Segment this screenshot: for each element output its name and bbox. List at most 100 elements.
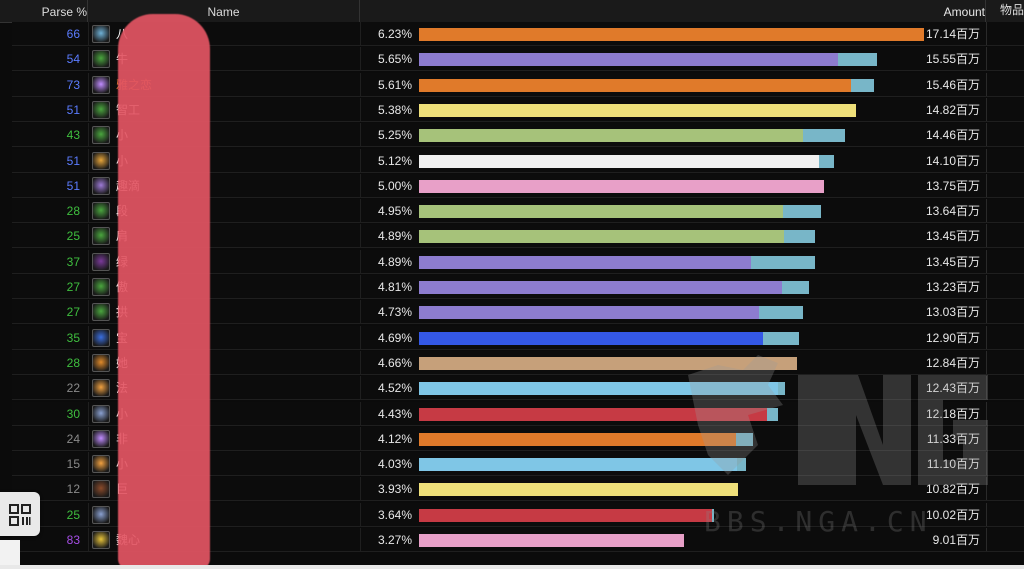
damage-bar-extra: [759, 306, 803, 320]
damage-amount: 14.82百万: [925, 102, 980, 117]
nature-icon: [92, 100, 110, 119]
column-divider: [986, 275, 987, 298]
damage-percent: 5.12%: [377, 153, 412, 168]
damage-percent: 5.00%: [377, 178, 412, 193]
parse-percent: 66: [66, 27, 80, 41]
damage-percent: 4.89%: [377, 254, 412, 269]
column-divider: [986, 97, 987, 121]
parse-percent: 51: [66, 102, 80, 117]
parse-percent: 27: [66, 305, 80, 320]
damage-bar-extra: [819, 154, 834, 168]
damage-bar-extra: [736, 432, 753, 446]
damage-bar: [419, 53, 838, 67]
parse-percent: 27: [66, 280, 80, 294]
column-divider: [986, 47, 987, 71]
nature-icon: [92, 126, 110, 145]
damage-bar-extra: [751, 255, 815, 269]
column-divider: [986, 173, 987, 197]
parse-percent: 25: [66, 507, 80, 522]
nature-icon: [92, 202, 110, 221]
column-divider: [88, 376, 89, 400]
damage-amount: 12.90百万: [925, 330, 980, 345]
damage-percent: 4.66%: [377, 355, 412, 370]
column-divider: [986, 401, 987, 425]
column-divider: [360, 22, 361, 45]
header-items[interactable]: 物品: [1000, 3, 1024, 17]
parse-percent: 54: [66, 52, 80, 67]
damage-bar: [419, 78, 851, 92]
damage-bar-extra: [803, 129, 845, 143]
column-divider: [360, 401, 361, 425]
parse-percent: 35: [66, 330, 80, 345]
damage-amount: 9.01百万: [932, 533, 980, 547]
damage-bar: [419, 432, 736, 446]
damage-bar: [419, 356, 797, 370]
frost-icon: [92, 404, 110, 423]
column-divider: [88, 477, 89, 501]
blood-icon: [92, 480, 110, 499]
parse-percent: 51: [66, 178, 80, 193]
column-divider: [986, 249, 987, 273]
damage-bar-extra: [783, 205, 821, 219]
column-divider: [986, 148, 987, 172]
damage-bar: [419, 306, 759, 320]
column-divider: [360, 199, 361, 223]
qr-code-button[interactable]: [0, 492, 40, 536]
column-divider: [986, 376, 987, 400]
column-divider: [986, 72, 987, 96]
damage-bar: [419, 407, 767, 421]
column-divider: [88, 249, 89, 273]
holy-icon: [92, 531, 110, 549]
column-divider: [88, 350, 89, 374]
column-divider: [360, 249, 361, 273]
nature-icon: [92, 303, 110, 322]
column-divider: [360, 173, 361, 197]
damage-bar: [419, 534, 684, 547]
demon-icon: [92, 252, 110, 271]
damage-amount: 11.10百万: [926, 457, 980, 472]
damage-bar: [419, 28, 924, 41]
column-divider: [88, 224, 89, 248]
column-divider: [88, 199, 89, 223]
nature-icon: [92, 278, 110, 296]
column-divider: [360, 275, 361, 298]
damage-bar-extra: [767, 407, 778, 421]
header-amount[interactable]: Amount: [360, 0, 986, 24]
column-divider: [88, 300, 89, 324]
damage-bar: [419, 205, 783, 219]
header-parse[interactable]: Parse %: [12, 0, 88, 24]
column-divider: [360, 350, 361, 374]
arcane-icon: [92, 176, 110, 195]
column-divider: [88, 47, 89, 71]
column-divider: [88, 148, 89, 172]
parse-percent: 25: [66, 229, 80, 244]
damage-bar: [419, 483, 738, 497]
column-divider: [88, 452, 89, 476]
fire-icon: [92, 379, 110, 398]
damage-percent: 3.93%: [377, 482, 412, 497]
parse-percent: 51: [66, 153, 80, 168]
damage-amount: 13.03百万: [925, 305, 980, 320]
column-divider: [360, 224, 361, 248]
lightning-icon: [92, 328, 110, 347]
damage-percent: 4.43%: [377, 406, 412, 421]
damage-percent: 5.65%: [377, 52, 412, 67]
damage-percent: 4.52%: [377, 381, 412, 396]
column-divider: [986, 426, 987, 450]
damage-bar: [419, 179, 824, 193]
column-divider: [360, 477, 361, 501]
column-divider: [360, 376, 361, 400]
damage-percent: 4.03%: [377, 457, 412, 472]
parse-percent: 28: [66, 204, 80, 219]
header-name[interactable]: Name: [88, 0, 360, 24]
damage-bar-extra: [784, 230, 815, 244]
damage-bar-extra: [712, 508, 714, 522]
damage-amount: 13.23百万: [925, 280, 980, 294]
damage-percent: 5.38%: [377, 102, 412, 117]
damage-percent: 6.23%: [377, 27, 412, 41]
damage-bar-extra: [778, 382, 785, 396]
column-divider: [88, 502, 89, 526]
damage-bar: [419, 129, 803, 143]
damage-bar: [419, 382, 778, 396]
damage-amount: 12.43百万: [925, 381, 980, 396]
